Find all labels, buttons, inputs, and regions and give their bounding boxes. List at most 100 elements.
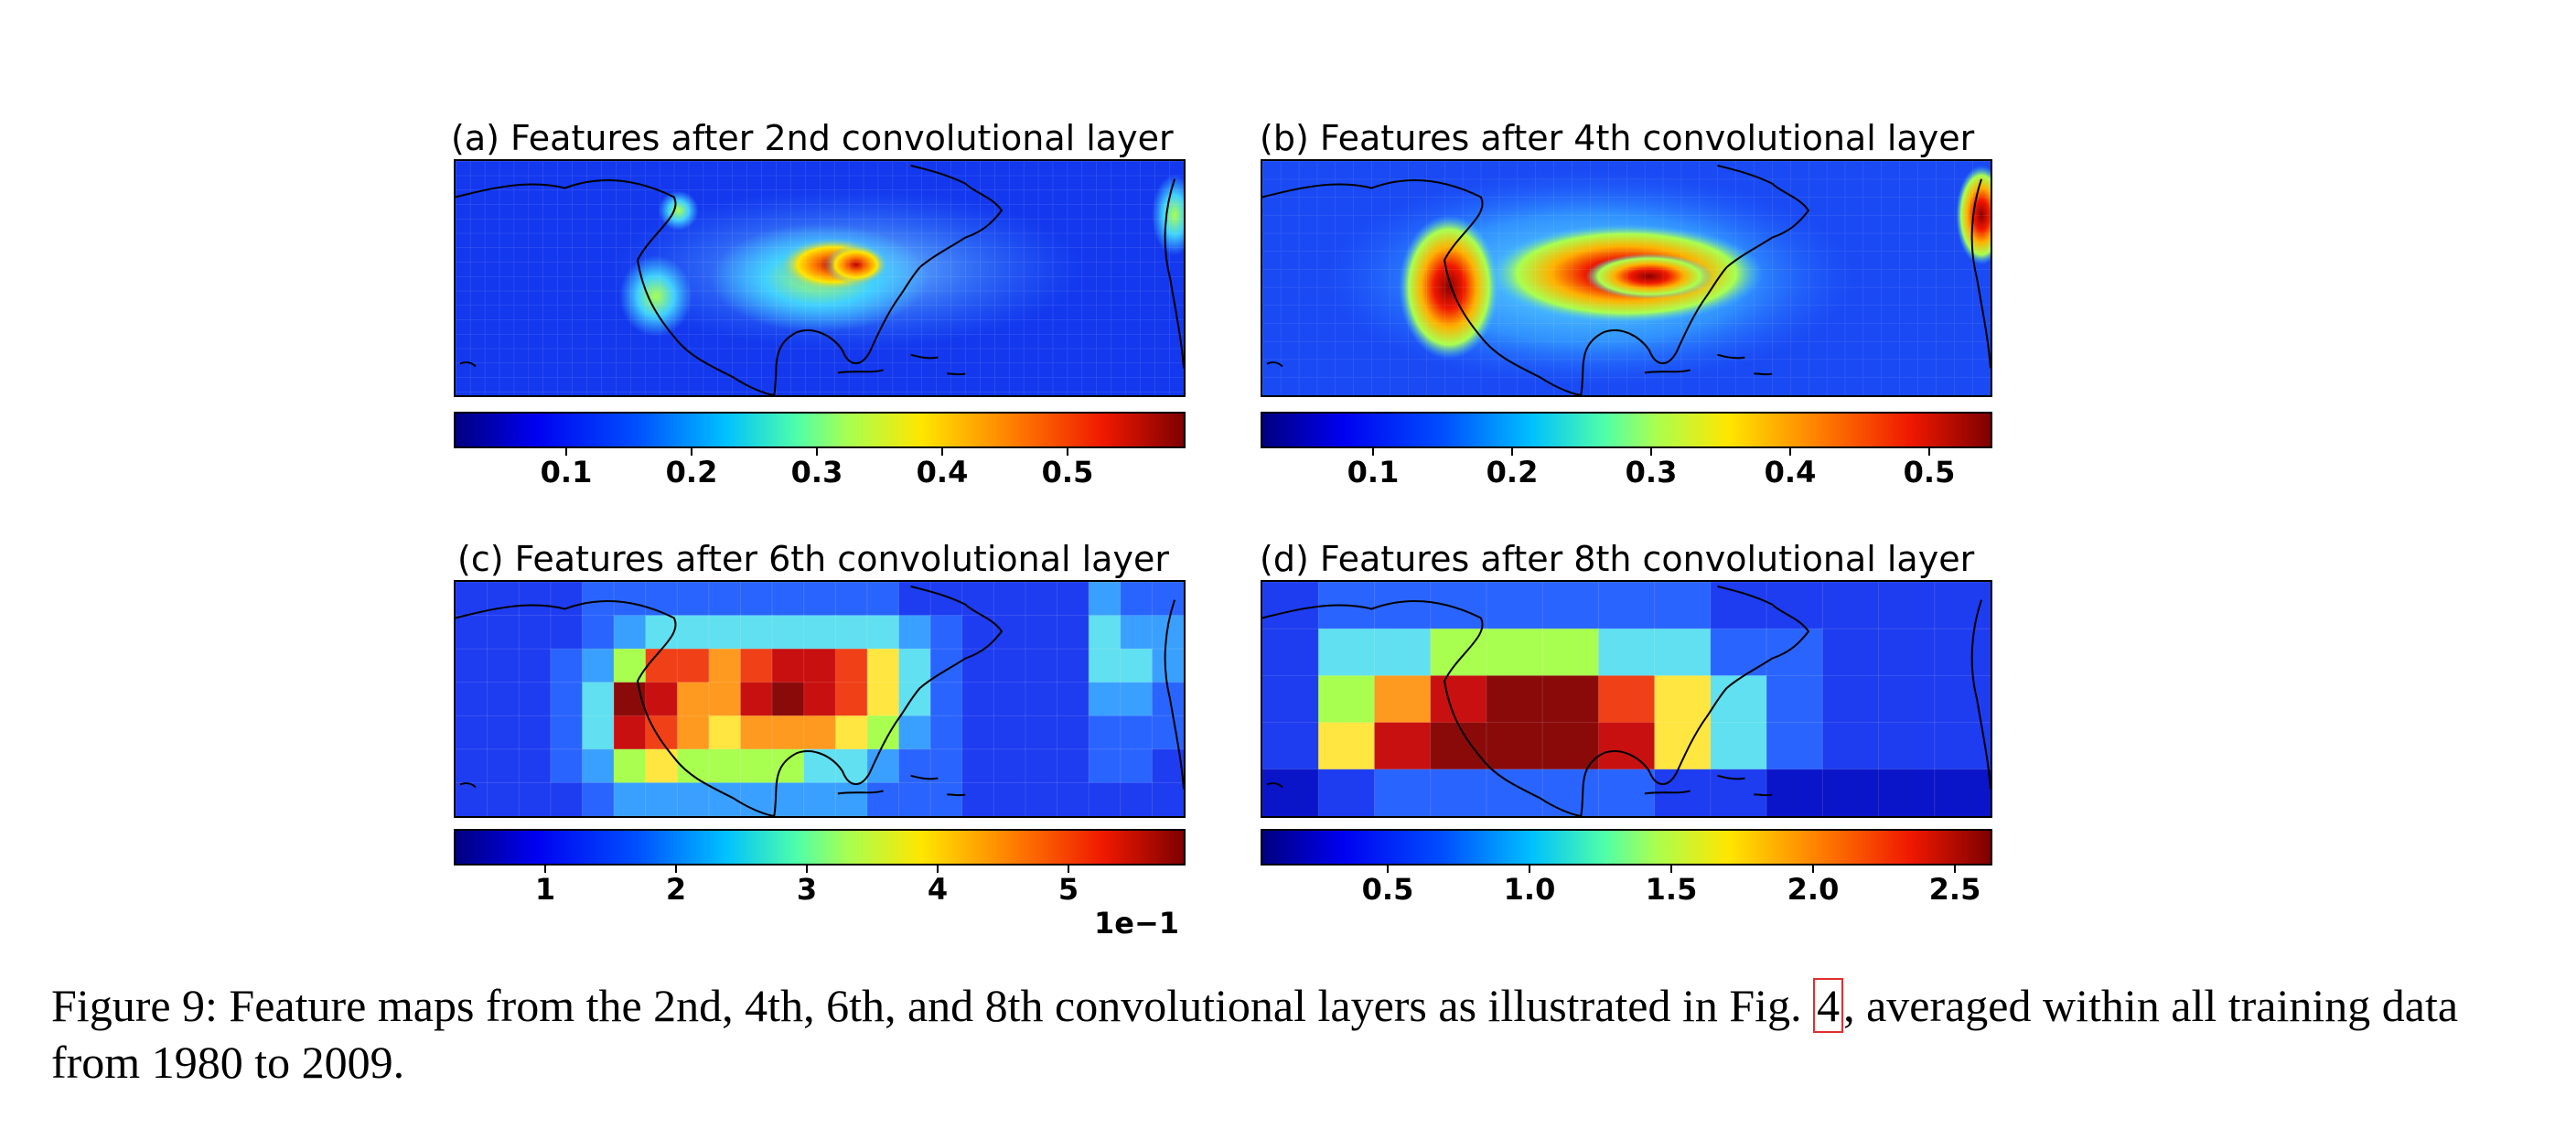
heatmap-cell xyxy=(1821,674,1880,724)
heatmap-cell xyxy=(708,748,742,784)
heatmap-cell xyxy=(676,615,710,651)
heatmap-cell xyxy=(1710,722,1768,770)
heatmap-cell xyxy=(456,748,488,784)
panel-b-tick xyxy=(1928,448,1930,456)
panel-b-tick-label: 0.4 xyxy=(1764,455,1817,489)
heatmap-cell xyxy=(1088,682,1122,717)
heatmap-cell xyxy=(1541,628,1600,677)
heatmap-cell xyxy=(645,648,679,683)
panel-b-tick xyxy=(1372,448,1374,456)
figure-reference-link[interactable]: 4 xyxy=(1813,978,1844,1033)
heatmap-cell xyxy=(1654,582,1712,630)
panel-c-tick-label: 5 xyxy=(1057,872,1079,907)
heatmap-cell xyxy=(645,615,679,651)
heatmap-cell xyxy=(487,648,521,683)
caption-text-after: , averaged within all training data from… xyxy=(51,980,2459,1088)
panel-c-tick-label: 1 xyxy=(534,872,556,907)
heatmap-cell xyxy=(1430,769,1487,816)
heatmap-cell xyxy=(834,715,868,750)
panel-d-tick-label: 1.0 xyxy=(1503,872,1556,907)
heatmap-cell xyxy=(993,748,1026,784)
heatmap-cell xyxy=(1430,582,1487,630)
heatmap-cell xyxy=(929,748,963,784)
heatmap-cell xyxy=(803,648,837,683)
heatmap-cell xyxy=(1151,582,1184,617)
panel-d-tick xyxy=(1387,866,1389,873)
heatmap-cell xyxy=(803,715,837,750)
heatmap-cell xyxy=(1541,582,1600,630)
heatmap-cell xyxy=(487,682,521,717)
heatmap-cell xyxy=(993,615,1026,651)
heatmap-cell xyxy=(645,748,679,784)
heatmap-cell xyxy=(771,615,805,651)
heatmap-cell xyxy=(456,781,488,816)
heatmap-cell xyxy=(1597,722,1656,770)
heatmap-cell xyxy=(1262,722,1320,770)
heatmap-cell xyxy=(929,781,963,816)
panel-c-tick xyxy=(937,866,939,873)
panel-a-tick-label: 0.3 xyxy=(790,455,843,489)
panel-b-tick xyxy=(1511,448,1513,456)
panel-b-feature-map xyxy=(1261,159,1992,397)
panel-c-tick-label: 3 xyxy=(796,872,818,907)
heatmap-cell xyxy=(1766,769,1824,816)
heatmap-cell xyxy=(803,781,837,816)
panel-b-title: (b) Features after 4th convolutional lay… xyxy=(1260,118,1975,158)
heatmap-cell xyxy=(1120,615,1154,651)
figure-caption: Figure 9: Feature maps from the 2nd, 4th… xyxy=(51,977,2521,1091)
heatmap-cell xyxy=(1057,715,1090,750)
panel-d-tick-label: 1.5 xyxy=(1645,872,1698,907)
heatmap-cell xyxy=(1486,722,1544,770)
heatmap-cell xyxy=(456,682,488,717)
heatmap-cell xyxy=(803,615,837,651)
heatmap-cell xyxy=(1373,674,1432,724)
heatmap-cell xyxy=(1597,628,1656,677)
heatmap-cell xyxy=(1766,722,1824,770)
heatmap-cell xyxy=(518,615,552,651)
heatmap-cell xyxy=(1151,781,1184,816)
heatmap-cell xyxy=(993,648,1026,683)
heatmap-cell xyxy=(708,615,742,651)
heatmap-cell xyxy=(676,715,710,750)
heatmap-cell xyxy=(1057,682,1090,717)
panel-a-tick xyxy=(691,448,692,456)
heatmap-cell xyxy=(581,715,616,750)
heatmap-cell xyxy=(1878,769,1936,816)
panel-c-tick xyxy=(675,866,677,873)
heatmap-cell xyxy=(1088,715,1122,750)
heatmap-cell xyxy=(518,648,552,683)
heatmap-cell xyxy=(1088,615,1122,651)
heatmap-cell xyxy=(1486,674,1544,724)
heatmap-cell xyxy=(1430,674,1487,724)
heatmap-cell xyxy=(1120,582,1154,617)
heatmap-cell xyxy=(834,682,868,717)
heatmap-cell xyxy=(1317,722,1376,770)
heatmap-cell xyxy=(961,748,995,784)
heatmap-cell xyxy=(898,648,932,683)
heatmap-cell xyxy=(1486,582,1544,630)
heatmap-cell xyxy=(961,682,995,717)
heatmap-cell xyxy=(1541,722,1600,770)
heatmap-cell xyxy=(961,582,995,617)
panel-a-tick xyxy=(1067,448,1068,456)
heatmap-cell xyxy=(550,748,584,784)
heatmap-cell xyxy=(739,715,774,750)
heatmap-cell xyxy=(993,781,1026,816)
panel-c-tick-label: 2 xyxy=(665,872,687,907)
heatmap-cell xyxy=(961,648,995,683)
heatmap-cell xyxy=(834,582,868,617)
heatmap-cell xyxy=(581,615,616,651)
panel-a-tick-label: 0.2 xyxy=(665,455,718,489)
heatmap-cell xyxy=(645,682,679,717)
heatmap-cell xyxy=(1934,769,1991,816)
heatmap-cell xyxy=(1057,781,1090,816)
panel-d-tick xyxy=(1812,866,1814,873)
heatmap-cell xyxy=(1373,769,1432,816)
heatmap-cell xyxy=(1088,648,1122,683)
heatmap-cell xyxy=(771,582,805,617)
panel-b-tick-label: 0.1 xyxy=(1347,455,1400,489)
heatmap-cell xyxy=(739,648,774,683)
heatmap-cell xyxy=(708,715,742,750)
heatmap-cell xyxy=(550,682,584,717)
heatmap-cell xyxy=(581,648,616,683)
